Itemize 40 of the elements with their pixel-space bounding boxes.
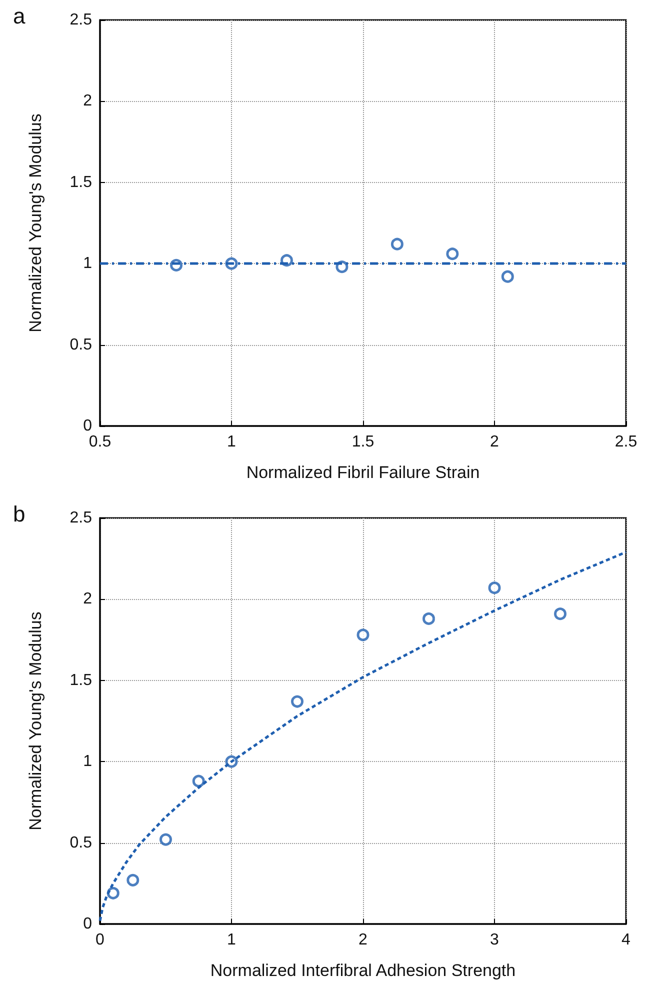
y-tick-label: 0 <box>83 418 92 434</box>
point <box>126 874 140 886</box>
chart-title: a <box>13 4 26 28</box>
y-tick-label: 1.5 <box>70 672 92 689</box>
point <box>446 248 459 260</box>
x-tick-label: 2 <box>358 932 368 948</box>
y-tick-label: 2 <box>83 590 92 608</box>
point <box>192 774 205 788</box>
y-tick-label: 1.5 <box>70 174 92 191</box>
y-axis-title: Normalized Young's Modulus <box>26 612 45 830</box>
x-tick-label: 1 <box>227 932 236 948</box>
y-tick-label: 0.5 <box>70 336 92 354</box>
y-axis-title: Normalized Young's Modulus <box>26 114 45 332</box>
x-axis-title: Normalized Interfibral Adhesion Strength <box>210 961 516 980</box>
x-tick-label: 1 <box>227 434 236 450</box>
x-tick-label: 0 <box>96 932 105 948</box>
y-tick-label: 2 <box>83 92 92 110</box>
chart-title: b <box>13 502 26 526</box>
y-tick-label: 0.5 <box>70 834 92 852</box>
y-tick-label: 2.5 <box>70 510 92 526</box>
y-tick-label: 1 <box>83 753 92 770</box>
point <box>422 612 435 625</box>
y-tick-label: 1 <box>83 255 92 272</box>
line-series <box>98 550 628 922</box>
point <box>488 582 501 594</box>
y-tick-label: 2.5 <box>70 12 92 28</box>
point <box>554 608 566 620</box>
x-tick-label: 2 <box>490 434 500 450</box>
x-tick-label: 2.5 <box>614 434 638 450</box>
point <box>501 270 514 283</box>
point <box>356 628 370 642</box>
point <box>160 833 172 846</box>
x-tick-label: 3 <box>490 932 500 948</box>
x-tick-label: 1.5 <box>352 434 374 450</box>
y-tick-label: 0 <box>83 916 92 932</box>
point <box>106 886 120 900</box>
point <box>291 695 304 708</box>
x-tick-label: 4 <box>622 932 631 948</box>
x-axis-title: Normalized Fibril Failure Strain <box>246 463 480 482</box>
point <box>390 238 404 250</box>
